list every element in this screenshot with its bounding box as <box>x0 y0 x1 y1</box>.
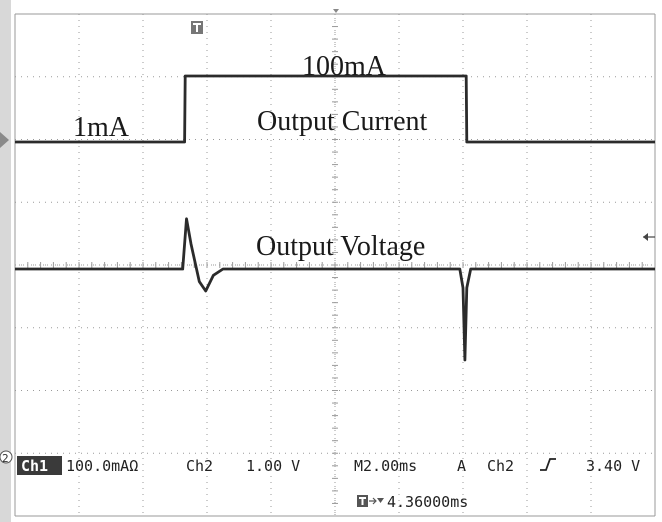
trace-output-voltage <box>15 217 655 362</box>
ch2-marker-label: 2 <box>2 452 9 465</box>
trigger-t-icon <box>357 495 384 507</box>
left-bezel <box>0 0 11 522</box>
ch1-badge: Ch1 <box>17 456 62 475</box>
label-output-current: Output Current <box>257 106 428 137</box>
trigger-level-arrow <box>643 233 655 241</box>
label-high-level: 100mA <box>302 51 387 82</box>
ch1-scale: 100.0mAΩ <box>66 457 138 475</box>
ch2-label: Ch2 <box>186 457 213 475</box>
ch1-ground-marker <box>0 132 9 148</box>
graticule <box>14 13 656 517</box>
label-output-voltage: Output Voltage <box>256 231 425 262</box>
ch2-scale: 1.00 V <box>246 457 300 475</box>
traces <box>15 74 655 362</box>
label-low-level: 1mA <box>73 112 130 143</box>
svg-text:Ch1: Ch1 <box>21 457 48 475</box>
trace-output-current <box>15 74 655 144</box>
trigger-mode: A <box>457 457 466 475</box>
trigger-source: Ch2 <box>487 457 514 475</box>
trigger-position: 4.36000ms <box>387 493 468 511</box>
trigger-level: 3.40 V <box>586 457 640 475</box>
rising-edge-icon <box>540 458 556 471</box>
ch2-ground-marker: 2 <box>0 450 13 465</box>
trigger-position-marker <box>191 21 203 34</box>
timebase: M2.00ms <box>354 457 417 475</box>
center-top-marker <box>333 9 339 13</box>
